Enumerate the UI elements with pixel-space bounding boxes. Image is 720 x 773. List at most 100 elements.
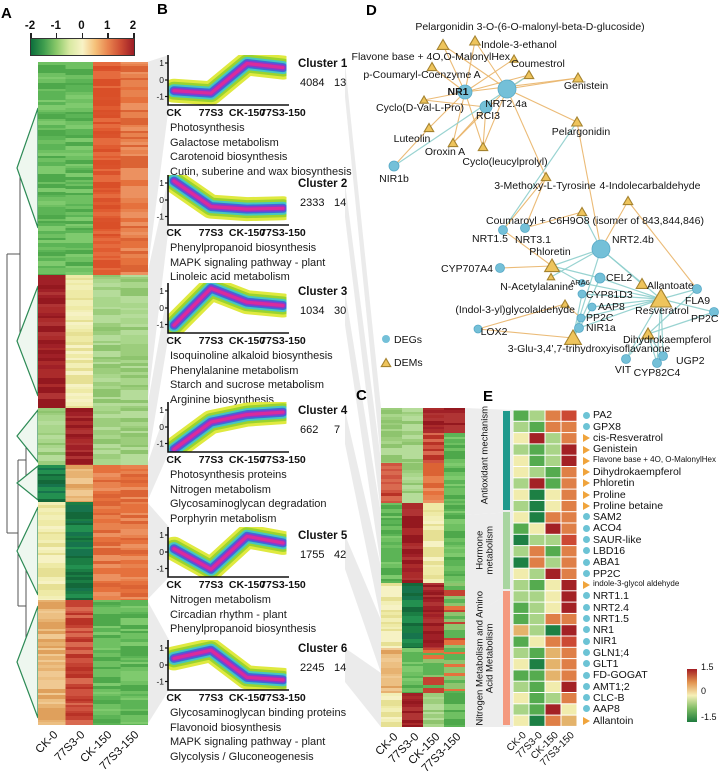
svg-text:CK: CK <box>166 107 182 119</box>
category-label: Hormone metabolism <box>474 526 496 575</box>
node-label: Oroxin A <box>425 146 465 158</box>
deg-row-marker <box>583 637 590 645</box>
deg-row-marker <box>583 660 590 668</box>
deg-node-nrt1-5 <box>498 225 508 235</box>
pathway-line: MAPK signaling pathway - plant <box>170 256 326 269</box>
gene-metabolite-label: GLT1 <box>593 658 619 671</box>
pathway-line: Glycosaminoglycan binding proteins <box>170 707 347 719</box>
pathway-line: Flavonoid biosynthesis <box>170 721 282 734</box>
svg-text:CK-150: CK-150 <box>229 335 265 347</box>
svg-text:CK-150: CK-150 <box>229 579 265 591</box>
deg-node-rci3 <box>479 100 493 114</box>
deg-row-marker <box>583 524 590 532</box>
dem-node-coumestrol <box>523 69 535 80</box>
gene-metabolite-label: AMT1;2 <box>593 680 630 693</box>
deg-row-marker <box>583 535 590 543</box>
pathway-line: Starch and sucrose metabolism <box>170 379 325 392</box>
pathway-line: Carotenoid biosynthesis <box>170 151 288 164</box>
node-label: Flavone base + 4O,O-MalonylHex <box>352 51 511 63</box>
node-label: Coumaroyl + C6H9O8 (isomer of 843,844,84… <box>486 215 704 227</box>
cluster-title: Cluster 4 <box>298 405 348 417</box>
gene-metabolite-label: LBD16 <box>593 545 626 558</box>
svg-text:77S3-150: 77S3-150 <box>260 107 306 119</box>
dem-row-marker <box>583 581 590 590</box>
gene-metabolite-label: GPX8 <box>593 420 622 433</box>
svg-text:1: 1 <box>159 58 164 68</box>
gene-metabolite-label: NRT2.4 <box>593 601 629 614</box>
svg-text:0: 0 <box>159 422 164 432</box>
cluster-gene-count: 4084 <box>300 77 325 89</box>
dem-node-p-coumaryl-coenzyme-a <box>426 61 438 72</box>
deg-node-cel2 <box>594 272 606 284</box>
category-bar <box>503 410 510 511</box>
svg-text:77S3: 77S3 <box>199 335 224 347</box>
gene-metabolite-label: Dihydrokaempferol <box>593 465 682 478</box>
deg-node-pp2c <box>709 307 719 317</box>
svg-text:77S3-150: 77S3-150 <box>260 579 306 591</box>
node-label: Genistein <box>564 80 609 92</box>
svg-text:77S3: 77S3 <box>199 692 224 704</box>
node-label: Indole-3-ethanol <box>481 39 557 51</box>
gene-metabolite-label: Proline <box>593 488 626 501</box>
deg-row-marker <box>583 569 590 577</box>
gene-metabolite-label: NRT1.5 <box>593 612 629 625</box>
dem-node-4-indolecarbaldehyde <box>622 195 634 206</box>
pathway-line: Circadian rhythm - plant <box>170 608 287 621</box>
dem-node-pelargonidin-3-o-6-o-malonyl-b <box>436 38 450 50</box>
svg-text:77S3: 77S3 <box>199 454 224 466</box>
svg-text:0: 0 <box>159 547 164 557</box>
panel-c-label: C <box>356 387 367 404</box>
node-label: (Indol-3-yl)glycolaldehyde <box>455 304 575 316</box>
node-label: AAP8 <box>598 301 625 313</box>
dem-node-indole-3-ethanol <box>468 34 482 46</box>
deg-node-vit <box>621 354 631 364</box>
svg-text:0: 0 <box>159 195 164 205</box>
deg-node-fla9 <box>692 284 702 294</box>
gene-metabolite-label: GLN1;4 <box>593 646 630 659</box>
deg-node-lox2 <box>473 324 483 334</box>
node-label: Allantoate <box>647 280 694 292</box>
cluster-metabolite-count: 30 <box>334 305 347 317</box>
cluster-metabolite-count: 13 <box>334 77 347 89</box>
deg-row-marker <box>583 513 590 521</box>
gene-metabolite-label: indole-3-glycol aldehyde <box>593 578 680 588</box>
cluster-pathways: Photosynthesis Galactose metabolism Carote… <box>170 121 352 180</box>
dem-node-luteolin <box>423 122 435 133</box>
gene-metabolite-label: Phloretin <box>593 477 635 490</box>
node-label: UGP2 <box>676 355 705 367</box>
node-label: Luteolin <box>394 133 431 145</box>
cluster-title: Cluster 2 <box>298 178 348 190</box>
dem-row-marker <box>583 468 590 477</box>
cluster-gene-count: 1034 <box>300 305 325 317</box>
deg-row-marker <box>583 694 590 702</box>
svg-text:-1: -1 <box>156 677 164 687</box>
cluster-pathways: Photosynthesis proteins Nitrogen metaboli… <box>170 468 327 527</box>
gene-metabolite-label: Proline betaine <box>593 499 664 512</box>
gene-metabolite-label: SAM2 <box>593 511 622 524</box>
deg-row-marker <box>583 592 590 600</box>
svg-text:1: 1 <box>159 530 164 540</box>
node-label: 3-Glu-3,4',7-trihydroxyisoflavanone <box>508 343 671 355</box>
deg-node-nir1b <box>388 160 400 172</box>
deg-row-marker <box>583 615 590 623</box>
colorbar-tick: 0 <box>701 686 707 696</box>
node-label: CYP82C4 <box>634 367 681 379</box>
deg-row-marker <box>583 422 590 430</box>
deg-legend-label: DEGs <box>394 334 422 346</box>
dem-node-pelargonidin <box>570 115 584 127</box>
dem-row-marker <box>583 456 590 465</box>
deg-row-marker <box>583 682 590 690</box>
pathway-line: Nitrogen metabolism <box>170 483 271 496</box>
colorbar-tick-mark <box>81 33 83 38</box>
node-label: NRT3.1 <box>515 234 551 246</box>
cluster-metabolite-count: 14 <box>334 197 347 209</box>
dem-node-cyclo-leucylprolyl- <box>477 141 489 152</box>
deg-row-marker <box>583 547 590 555</box>
node-label: Pelargonidin 3-O-(6-O-malonyl-beta-D-glu… <box>415 21 644 33</box>
pathway-line: Linoleic acid metabolism <box>170 271 290 284</box>
cluster-pathways: Nitrogen metabolism Circadian rhythm - pl… <box>170 593 316 637</box>
heatmap-e <box>513 410 577 726</box>
gene-metabolite-label: PA2 <box>593 409 613 422</box>
